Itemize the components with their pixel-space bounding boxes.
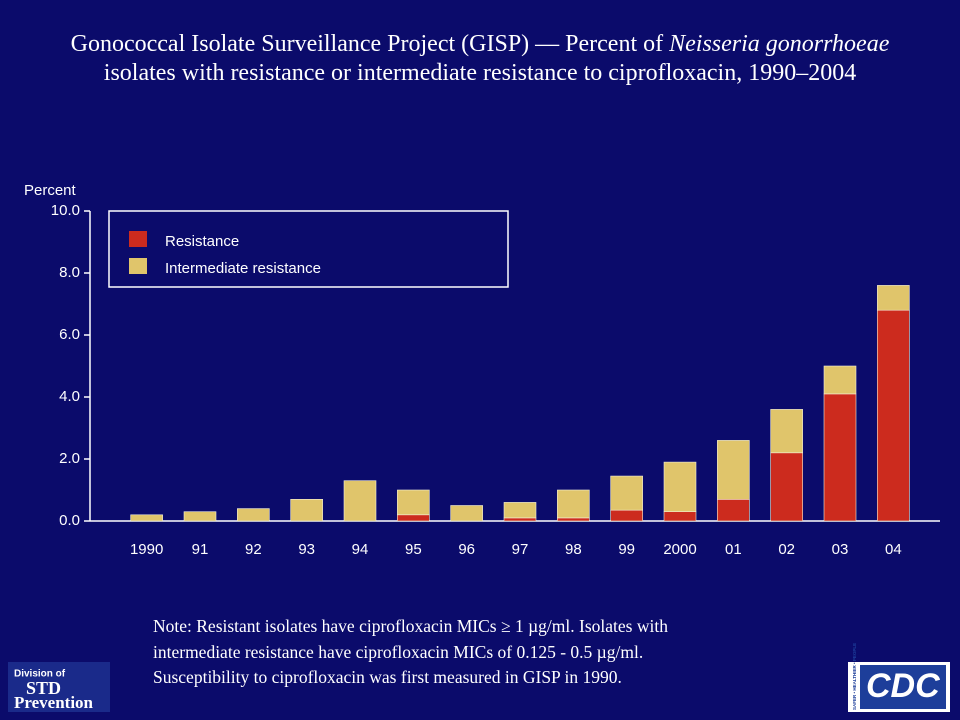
x-tick-label: 93 xyxy=(298,541,315,558)
x-tick-label: 2000 xyxy=(663,541,696,558)
x-tick-label: 91 xyxy=(192,541,209,558)
y-tick-label: 10.0 xyxy=(51,202,80,219)
y-tick-label: 6.0 xyxy=(59,326,80,343)
logo-bg xyxy=(8,662,110,712)
bar-segment xyxy=(663,511,697,522)
title-part: Gonococcal Isolate Surveillance Project … xyxy=(70,31,670,57)
logo-square xyxy=(860,665,946,709)
bar-segment xyxy=(717,498,750,522)
x-tick-label: 97 xyxy=(512,541,529,558)
note-line: Susceptibility to ciprofloxacin was firs… xyxy=(153,667,622,687)
x-tick-label: 98 xyxy=(565,541,582,558)
bar-segment xyxy=(823,393,857,522)
legend-swatch xyxy=(129,258,147,274)
x-tick-label: 02 xyxy=(778,541,795,558)
x-tick-label: 01 xyxy=(725,541,742,558)
bar-segment xyxy=(610,509,643,522)
legend-label: Resistance xyxy=(165,233,239,250)
y-tick-label: 8.0 xyxy=(59,264,80,281)
legend-label: Intermediate resistance xyxy=(165,260,321,277)
x-tick-label: 04 xyxy=(885,541,902,558)
y-tick-label: 4.0 xyxy=(59,388,80,405)
bar-segment xyxy=(770,409,803,454)
bar-segment xyxy=(503,502,537,519)
note-line: Note: Resistant isolates have ciprofloxa… xyxy=(153,616,668,636)
bar-segment xyxy=(557,489,590,519)
bar-segment xyxy=(877,309,910,522)
x-tick-label: 95 xyxy=(405,541,422,558)
logo-text: CDC xyxy=(866,667,940,705)
bar-segment xyxy=(663,461,697,513)
bar-segment xyxy=(290,498,323,522)
bar-segment xyxy=(823,365,857,395)
x-tick-label: 94 xyxy=(352,541,369,558)
legend-swatch xyxy=(129,231,147,247)
x-tick-label: 03 xyxy=(832,541,849,558)
bar-segment xyxy=(397,514,430,522)
chart-title: Gonococcal Isolate Surveillance Project … xyxy=(40,30,920,88)
bar-segment xyxy=(717,440,750,500)
y-axis-label: Percent xyxy=(24,182,77,199)
bar-segment xyxy=(770,452,803,522)
title-part: isolates with resistance or intermediate… xyxy=(103,59,857,86)
bar-segment xyxy=(877,285,910,311)
x-tick-label: 96 xyxy=(458,541,475,558)
bar-segment xyxy=(343,480,377,522)
bar-segment xyxy=(183,511,217,522)
x-tick-label: 92 xyxy=(245,541,262,558)
logo-text: Division of xyxy=(14,669,66,680)
note-line: intermediate resistance have ciprofloxac… xyxy=(153,642,643,662)
x-tick-label: 99 xyxy=(618,541,635,558)
logo-tagline: SAFER • HEALTHIER • PEOPLE xyxy=(852,643,857,710)
bar-segment xyxy=(397,489,430,516)
x-tick-label: 1990 xyxy=(130,541,163,558)
cdc-logo: CDC SAFER • HEALTHIER • PEOPLE xyxy=(848,643,950,712)
bar-segment xyxy=(237,508,270,522)
bar-segment xyxy=(503,517,537,522)
bar-segment xyxy=(610,475,643,511)
y-tick-label: 0.0 xyxy=(59,512,80,529)
logo-text: Prevention xyxy=(14,693,94,712)
std-logo: Division of STD Prevention xyxy=(8,662,110,712)
logo-text: STD xyxy=(26,678,61,698)
title-part: Neisseria gonorrhoeae xyxy=(669,31,890,57)
y-tick-label: 2.0 xyxy=(59,450,80,467)
bar-segment xyxy=(450,505,483,522)
legend-box xyxy=(108,210,509,288)
bar-segment xyxy=(557,517,590,522)
bar-segment xyxy=(130,514,163,522)
